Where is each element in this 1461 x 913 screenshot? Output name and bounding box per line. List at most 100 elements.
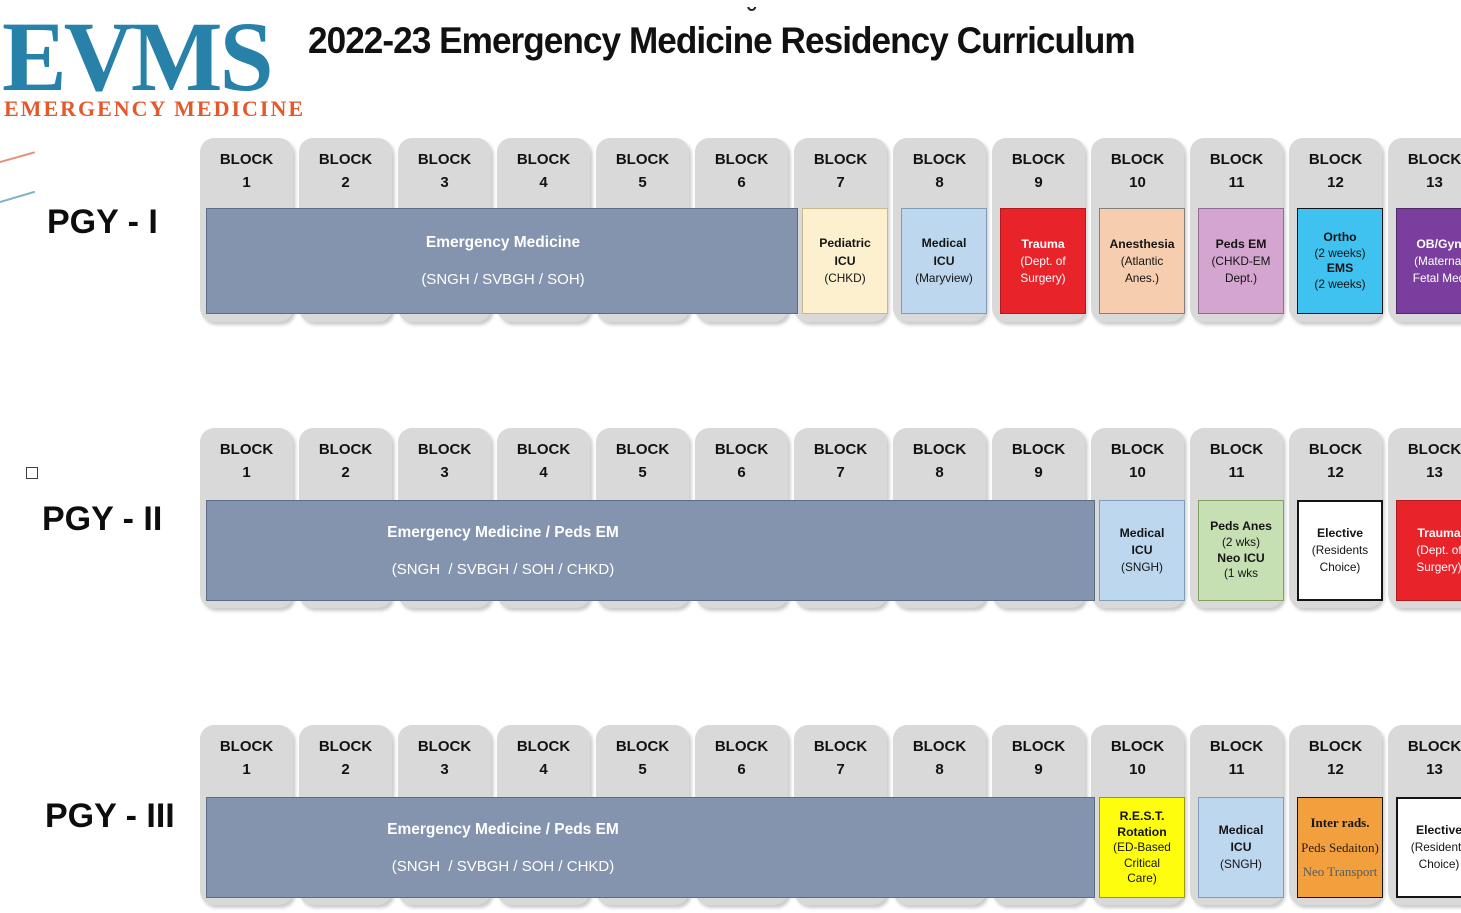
rotation-line: (1 wks [1223, 566, 1259, 581]
rotation-line: Choice) [1418, 857, 1460, 872]
block-header: BLOCK 3 [398, 725, 491, 781]
rotation-line: Neo Transport [1302, 864, 1378, 880]
block-header-number: 5 [638, 760, 647, 778]
block-header-word: BLOCK [714, 441, 769, 458]
rotation-line: (CHKD) [824, 270, 866, 285]
block-header-word: BLOCK [912, 441, 967, 458]
block-header: BLOCK 11 [1190, 138, 1283, 194]
block-header-number: 2 [341, 173, 350, 191]
block-header-word: BLOCK [912, 738, 967, 755]
rotation-line: Emergency Medicine [425, 234, 581, 251]
block-header-number: 1 [242, 463, 251, 481]
rotation-rest-rotation-ed-critical-care: R.E.S.T. Rotation (ED-Based Critical Care) [1099, 797, 1185, 898]
block-header: BLOCK 13 [1388, 138, 1461, 194]
rotation-line: (Residents [1311, 543, 1369, 558]
block-header-number: 11 [1228, 173, 1245, 191]
rotation-trauma-dept-of-surgery: Trauma (Dept. of Surgery) [1000, 208, 1086, 314]
rotation-line: OB/Gyn [1416, 236, 1461, 251]
rotation-line: (SNGH / SVBGH / SOH / CHKD) [391, 560, 615, 578]
block-header-number: 12 [1327, 760, 1344, 778]
rotation-line: EMS [1326, 261, 1354, 275]
rotation-line: Inter rads. [1310, 815, 1370, 831]
rotation-line: (Maryview) [915, 270, 973, 285]
block-header-word: BLOCK [1011, 151, 1066, 168]
block-header-number: 5 [638, 173, 647, 191]
block-header: BLOCK 4 [497, 428, 590, 484]
block-header-number: 2 [341, 463, 350, 481]
rotation-line: Peds Sedaiton) [1301, 839, 1379, 855]
evms-logo-subtitle: EMERGENCY MEDICINE [4, 96, 306, 121]
rotation-line: (Maternal [1414, 253, 1461, 268]
block-header: BLOCK 7 [794, 428, 887, 484]
rotation-medical-icu-maryview: Medical ICU (Maryview) [901, 208, 987, 314]
rotation-line: Elective [1316, 526, 1364, 541]
rotation-line: ICU [834, 253, 856, 268]
rotation-line: Critical [1123, 855, 1161, 870]
block-header-number: 10 [1129, 173, 1146, 191]
block-header-word: BLOCK [1407, 738, 1461, 755]
rotation-line: Medical [1218, 822, 1264, 837]
rotation-line: Neo ICU [1217, 550, 1265, 565]
block-header-number: 8 [935, 173, 944, 191]
rotation-line: Medical [921, 236, 967, 251]
block-header-word: BLOCK [219, 738, 274, 755]
block-header-word: BLOCK [318, 441, 373, 458]
block-header: BLOCK 10 [1091, 428, 1184, 484]
block-header: BLOCK 12 [1289, 428, 1382, 484]
block-header-number: 8 [935, 463, 944, 481]
block-header-word: BLOCK [1110, 738, 1165, 755]
block-header: BLOCK 2 [299, 725, 392, 781]
block-header-number: 7 [836, 760, 845, 778]
rotation-elective-residents-choice: Elective (Residents Choice) [1396, 797, 1461, 898]
block-header-word: BLOCK [714, 151, 769, 168]
block-header: BLOCK 6 [695, 725, 788, 781]
logo-swoosh-lines [0, 151, 35, 203]
title-accent-mark: ˘ [748, 2, 757, 32]
rotation-peds-anes-neo-icu: Peds Anes (2 wks) Neo ICU (1 wks [1198, 500, 1284, 601]
block-header-number: 4 [539, 760, 548, 778]
rotation-line: (SNGH) [1121, 560, 1163, 575]
block-header-word: BLOCK [912, 151, 967, 168]
block-header: BLOCK 11 [1190, 428, 1283, 484]
row-label-pgy-3: PGY - III [45, 797, 175, 835]
rotation-line: (2 weeks) [1314, 245, 1366, 260]
block-header-word: BLOCK [1209, 441, 1264, 458]
block-header-word: BLOCK [1308, 151, 1363, 168]
block-header: BLOCK 9 [992, 725, 1085, 781]
block-header-word: BLOCK [219, 441, 274, 458]
block-header-word: BLOCK [1308, 738, 1363, 755]
rotation-line: (Atlantic [1120, 253, 1164, 268]
rotation-line: Surgery) [1416, 560, 1461, 575]
block-header: BLOCK 5 [596, 138, 689, 194]
rotation-peds-em-chkd: Peds EM (CHKD-EM Dept.) [1198, 208, 1284, 314]
block-header-number: 1 [242, 173, 251, 191]
block-header-number: 3 [440, 173, 449, 191]
block-header: BLOCK 5 [596, 725, 689, 781]
block-header: BLOCK 4 [497, 725, 590, 781]
block-header-word: BLOCK [813, 738, 868, 755]
block-header-number: 7 [836, 173, 845, 191]
small-square-marker [26, 467, 38, 479]
rotation-ortho-ems: Ortho (2 weeks) EMS (2 weeks) [1297, 208, 1383, 314]
page-title: 2022-23 Emergency Medicine Residency Cur… [308, 20, 1136, 61]
rotation-anesthesia-atlantic: Anesthesia (Atlantic Anes.) [1099, 208, 1185, 314]
rotation-line: (CHKD-EM [1211, 253, 1271, 268]
rotation-line: ICU [1131, 543, 1153, 558]
block-header-number: 9 [1034, 463, 1043, 481]
block-header: BLOCK 6 [695, 428, 788, 484]
rotation-line: Surgery) [1020, 270, 1066, 285]
block-header-word: BLOCK [1407, 441, 1461, 458]
rotation-line: Care) [1127, 871, 1157, 886]
block-header-word: BLOCK [1209, 151, 1264, 168]
block-header-number: 13 [1426, 760, 1443, 778]
rotation-line: Emergency Medicine / Peds EM [387, 820, 619, 838]
swoosh-orange-line [0, 151, 35, 163]
rotation-line: ICU [1230, 840, 1252, 855]
row-label-pgy-2: PGY - II [42, 500, 163, 538]
row-label-pgy-1: PGY - I [47, 203, 158, 241]
rotation-line: Medical [1119, 525, 1165, 540]
block-header-word: BLOCK [813, 441, 868, 458]
rotation-line: (SNGH / SVBGH / SOH) [421, 271, 585, 288]
block-header-word: BLOCK [318, 738, 373, 755]
rotation-line: Peds EM [1215, 236, 1267, 251]
